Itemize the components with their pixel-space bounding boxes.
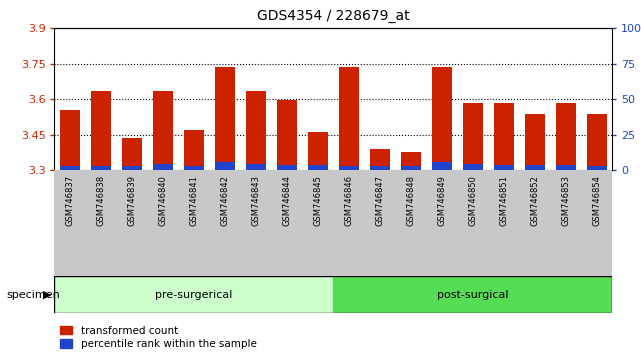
Text: GSM746842: GSM746842 [221,175,229,226]
Bar [431,162,452,170]
Bar [184,130,204,170]
Text: GDS4354 / 228679_at: GDS4354 / 228679_at [257,9,410,23]
Text: GSM746848: GSM746848 [406,175,415,226]
Bar [431,67,452,170]
Text: post-surgical: post-surgical [437,290,508,300]
Bar [587,114,607,170]
Bar [494,165,514,170]
Text: pre-surgerical: pre-surgerical [155,290,233,300]
Bar [277,100,297,170]
Bar [246,164,266,170]
Legend: transformed count, percentile rank within the sample: transformed count, percentile rank withi… [60,326,256,349]
Text: GSM746837: GSM746837 [65,175,74,226]
Bar [215,67,235,170]
Bar [184,166,204,170]
Bar [246,91,266,170]
Text: GSM746838: GSM746838 [96,175,106,226]
Bar [556,165,576,170]
Text: GSM746851: GSM746851 [499,175,508,226]
Bar [91,166,111,170]
Text: GSM746852: GSM746852 [530,175,539,226]
Bar [60,110,80,170]
Bar [122,138,142,170]
Text: GSM746845: GSM746845 [313,175,322,226]
Bar [277,165,297,170]
Bar [556,103,576,170]
Bar [122,166,142,170]
Bar [370,166,390,170]
Text: ▶: ▶ [43,290,51,300]
Bar [338,166,359,170]
Bar [215,162,235,170]
Bar [153,91,173,170]
Text: GSM746850: GSM746850 [468,175,478,226]
Bar [401,166,421,170]
Text: GSM746843: GSM746843 [251,175,260,226]
Bar [463,103,483,170]
Text: GSM746849: GSM746849 [437,175,446,226]
Text: specimen: specimen [6,290,60,300]
Bar [524,114,545,170]
Bar [308,132,328,170]
Text: GSM746840: GSM746840 [158,175,167,226]
Text: GSM746844: GSM746844 [282,175,292,226]
Bar [524,165,545,170]
Bar [370,149,390,170]
Text: GSM746846: GSM746846 [344,175,353,226]
Bar [153,164,173,170]
Bar [333,276,612,313]
Bar [54,276,333,313]
Bar [91,91,111,170]
Bar [338,67,359,170]
Text: GSM746839: GSM746839 [128,175,137,226]
Bar [587,166,607,170]
Text: GSM746847: GSM746847 [375,175,385,226]
Bar [60,166,80,170]
Text: GSM746853: GSM746853 [561,175,570,226]
Bar [308,165,328,170]
Text: GSM746854: GSM746854 [592,175,601,226]
Text: GSM746841: GSM746841 [189,175,199,226]
Bar [463,164,483,170]
Bar [494,103,514,170]
Bar [401,152,421,170]
